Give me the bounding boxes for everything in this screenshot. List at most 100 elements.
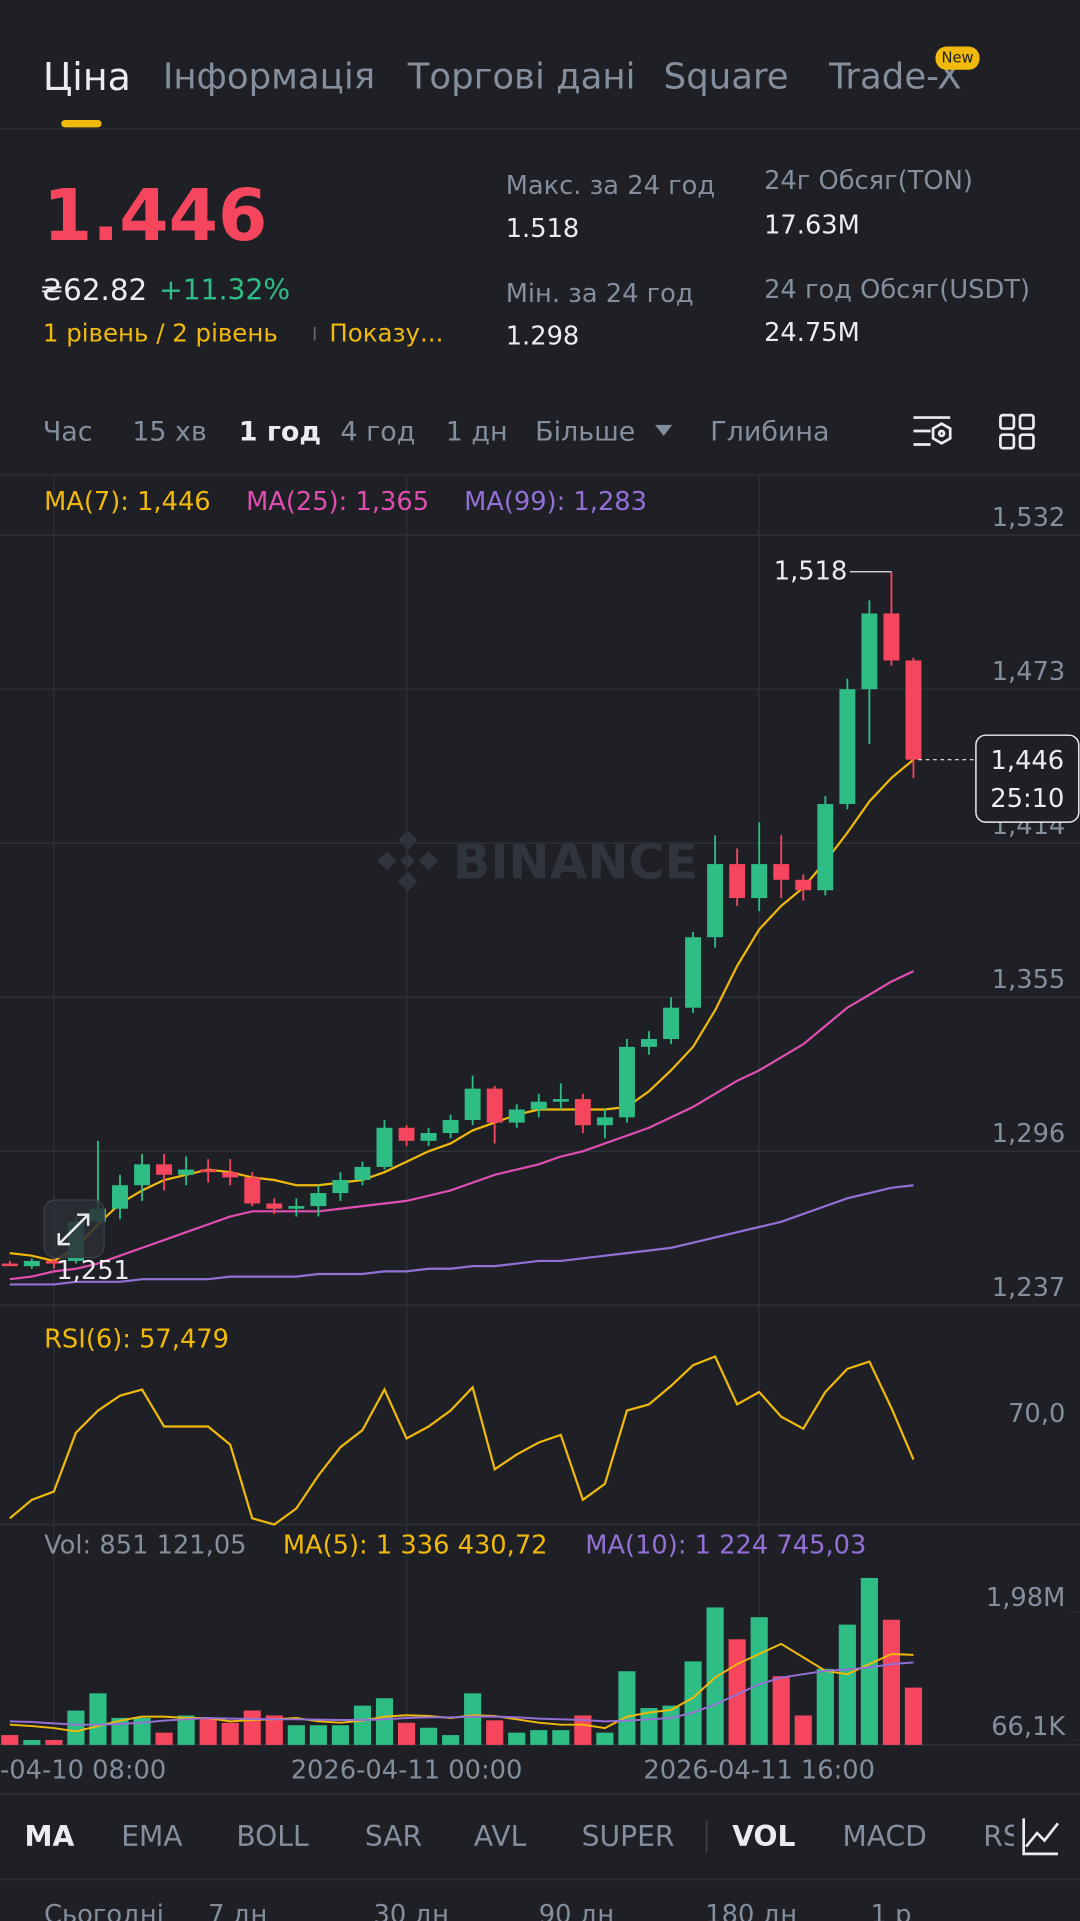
settings-icon[interactable] (913, 416, 952, 446)
tab[interactable]: Ціна (43, 55, 131, 99)
layout-icon[interactable] (999, 413, 1035, 450)
volume-bar (397, 1722, 416, 1745)
candle-body (222, 1172, 239, 1178)
candle-body (200, 1169, 217, 1173)
ma-line (9, 970, 914, 1281)
indicator-settings-icon[interactable] (1022, 1818, 1060, 1856)
volume-bar (794, 1715, 812, 1745)
volume-bar (155, 1732, 173, 1745)
candle-body (332, 1180, 349, 1194)
volume-bar (1, 1735, 19, 1745)
period-tab[interactable]: Сьогодні (44, 1900, 164, 1921)
price: 1.446 (43, 174, 268, 257)
y-tick-label: 1,473 (992, 657, 1066, 687)
candle-body (486, 1088, 503, 1123)
volume-bar (552, 1730, 570, 1745)
show-link[interactable]: Показу... (329, 319, 443, 348)
candle-body (508, 1109, 525, 1123)
volume-bar (860, 1577, 878, 1745)
timeframe[interactable]: 1 дн (446, 417, 508, 448)
period-tab[interactable]: 90 дн (539, 1900, 614, 1921)
indicator-tab[interactable]: VOL (732, 1820, 795, 1853)
volume-bar (486, 1720, 504, 1745)
candle-body (178, 1169, 195, 1175)
candle-body (442, 1119, 459, 1134)
volume-bar (640, 1708, 658, 1745)
candle-body (883, 613, 900, 661)
volume-bar (375, 1698, 394, 1745)
candle-body (266, 1203, 283, 1209)
volume-bar (508, 1732, 526, 1745)
y-tick-label: 66,1K (991, 1712, 1066, 1742)
candle-body (861, 613, 878, 690)
x-tick-label: 2026-04-11 16:00 (643, 1756, 875, 1786)
candle-body (795, 879, 812, 891)
indicator-tab[interactable]: MACD (842, 1820, 926, 1853)
period-tab[interactable]: 7 дн (208, 1900, 267, 1921)
volume-bar (67, 1710, 85, 1745)
candle-body (1, 1263, 18, 1267)
volume-bar (706, 1607, 724, 1745)
timeframe[interactable]: 1 год (239, 417, 321, 448)
stat-label: 24г Обсяг(TON) (764, 166, 973, 196)
period-tab[interactable]: 30 дн (373, 1900, 448, 1921)
volume-bar (221, 1722, 239, 1745)
legend-entry: RSI(6): 57,479 (44, 1325, 229, 1355)
candle-body (134, 1164, 150, 1186)
tab[interactable]: Торгові дані (407, 57, 636, 98)
volume-bar (23, 1739, 41, 1745)
x-tick-label: 2026-04-11 00:00 (291, 1756, 523, 1786)
candle-body (839, 689, 856, 805)
timeframe[interactable]: Глибина (710, 417, 829, 448)
candle-body (707, 864, 724, 938)
legend-entry: MA(99): 1,283 (464, 487, 647, 517)
badge-text: New (942, 50, 974, 67)
period-tab[interactable]: 180 дн (705, 1900, 797, 1921)
y-tick-label: 1,296 (992, 1119, 1066, 1149)
candle-body (663, 1007, 679, 1040)
volume-bar (464, 1693, 482, 1745)
timeframe[interactable]: 4 год (340, 417, 415, 448)
candle-body (244, 1177, 261, 1204)
indicator-tab[interactable]: SAR (365, 1820, 422, 1853)
y-tick-label: 1,98M (986, 1583, 1065, 1613)
indicator-tab[interactable]: MA (24, 1820, 74, 1853)
timeframe[interactable]: Більше (535, 417, 635, 448)
y-tick-label: 1,532 (992, 503, 1066, 533)
period-tab[interactable]: 1 р (871, 1900, 912, 1921)
timeframe[interactable]: 15 хв (132, 417, 207, 448)
min-label: 1,251 (56, 1256, 130, 1286)
stat-label: 24 год Обсяг(USDT) (764, 275, 1030, 305)
candle-body (420, 1133, 437, 1141)
levels-link[interactable]: 1 рівень / 2 рівень (43, 319, 278, 348)
ma-line (9, 1184, 914, 1286)
indicator-tab[interactable]: BOLL (236, 1820, 309, 1853)
ma-line (9, 758, 915, 1263)
volume-bar (265, 1715, 283, 1745)
legend-entry: MA(7): 1,446 (44, 487, 211, 517)
countdown: 25:10 (990, 784, 1064, 814)
fiat-price: ₴62.82 (40, 273, 147, 307)
volume-bar (838, 1624, 856, 1745)
candle-body (530, 1101, 547, 1110)
tab[interactable]: Square (664, 57, 789, 98)
volume-bar (309, 1725, 327, 1745)
tab[interactable]: Інформація (163, 57, 375, 98)
timeframe[interactable]: Час (43, 417, 93, 448)
candle-body (45, 1260, 62, 1264)
stat-label: Макс. за 24 год (506, 171, 715, 201)
candle-body (751, 864, 768, 899)
indicator-tab[interactable]: EMA (121, 1820, 183, 1853)
volume-bar (596, 1732, 614, 1745)
volume-bar (353, 1705, 372, 1745)
stat-value: 17.63M (764, 210, 860, 240)
volume-bar (684, 1661, 702, 1745)
volume-ma-line (9, 1661, 914, 1726)
max-label: 1,518 (774, 557, 848, 587)
indicator-tab[interactable]: SUPER (582, 1820, 675, 1853)
stat-label: Мін. за 24 год (506, 279, 694, 309)
volume-bar (45, 1739, 63, 1745)
indicator-tab[interactable]: AVL (474, 1820, 527, 1853)
legend-entry: Vol: 851 121,05 (44, 1530, 246, 1560)
